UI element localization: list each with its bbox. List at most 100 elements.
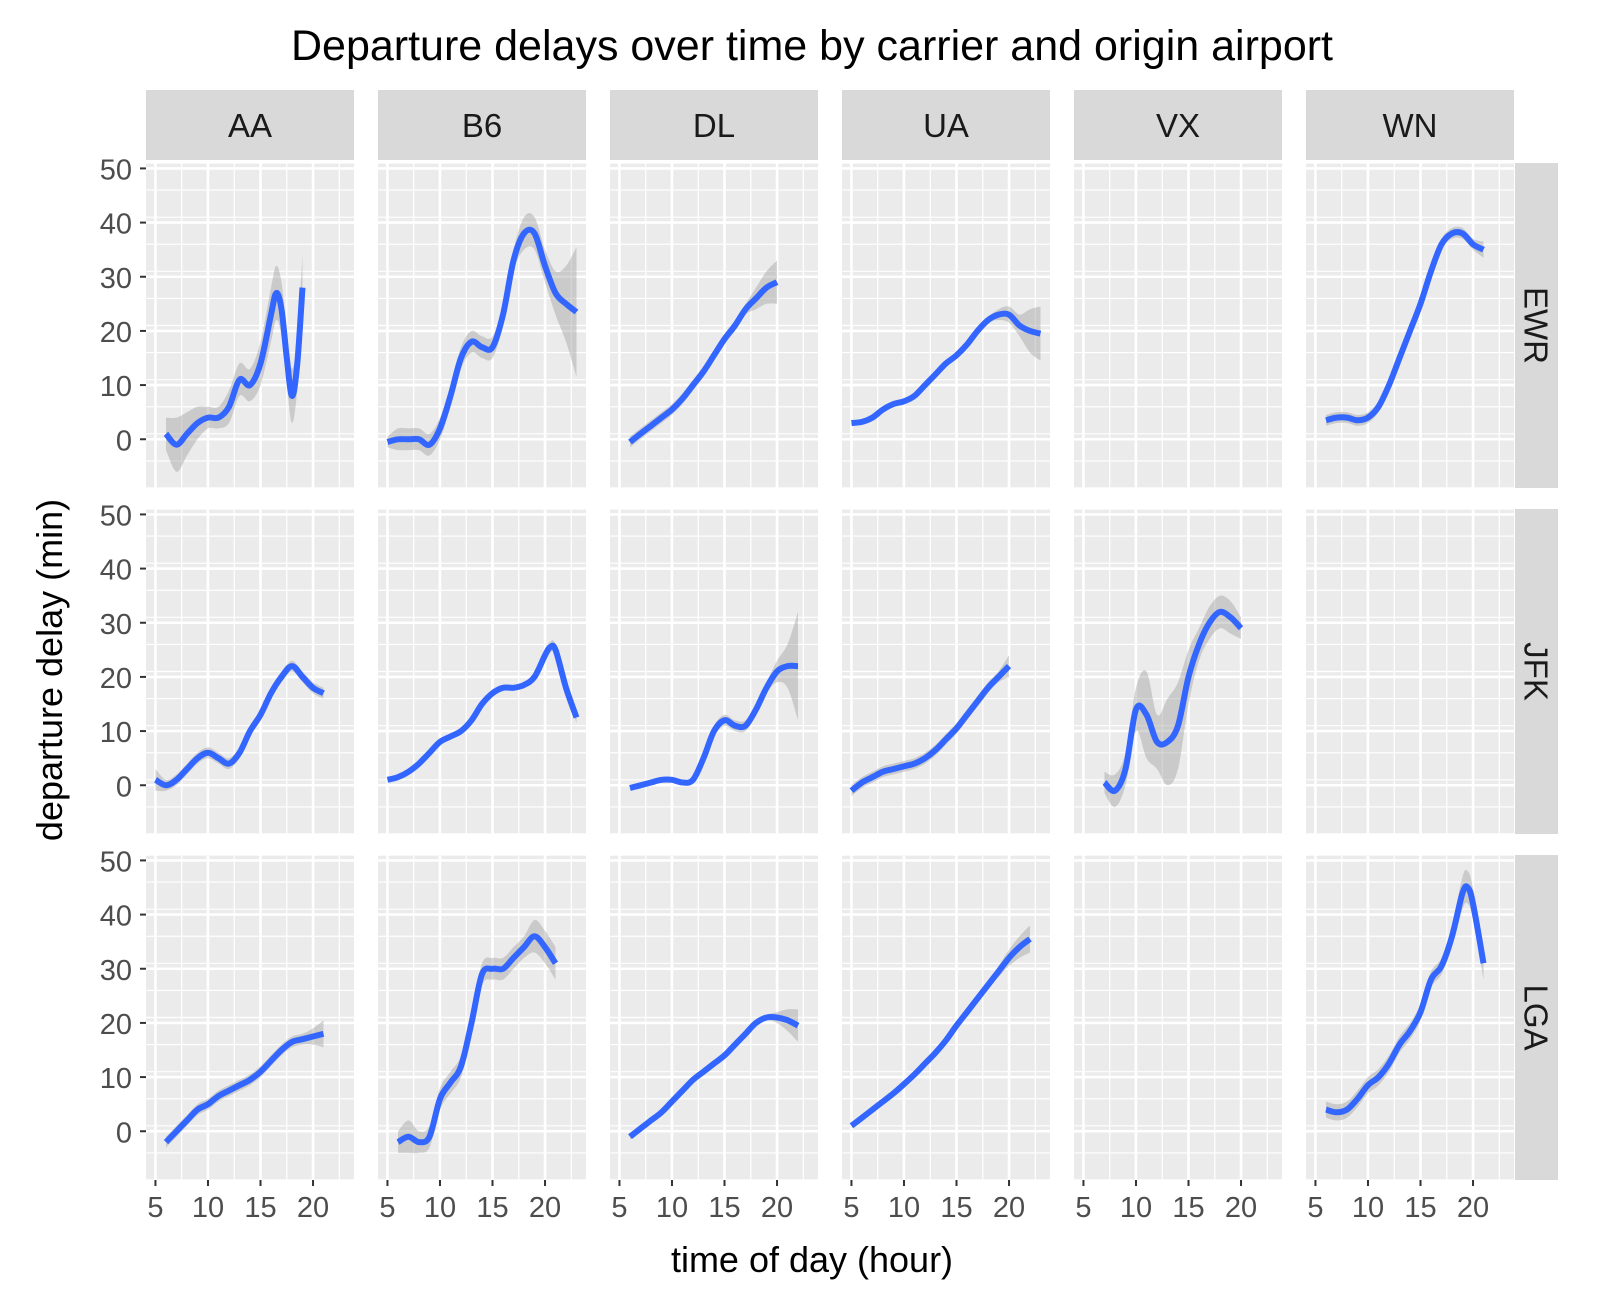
panel-aa-ewr — [146, 162, 354, 489]
x-tick-label: 10 — [656, 1192, 688, 1224]
panel-wn-jfk — [1306, 508, 1514, 835]
panel-b6-lga — [378, 854, 586, 1181]
x-axis-label: time of day (hour) — [671, 1239, 953, 1280]
facet-strip-ewr — [1515, 163, 1558, 488]
x-tick-label: 15 — [244, 1192, 276, 1224]
panel-wn-lga — [1306, 854, 1514, 1181]
y-tick-label: 10 — [100, 371, 132, 403]
panel-vx-jfk — [1074, 508, 1282, 835]
confidence-ribbon-wn-lga — [1326, 869, 1484, 1121]
x-tick-label: 5 — [147, 1192, 163, 1224]
y-tick-label: 10 — [100, 717, 132, 749]
facet-strip-label: WN — [1383, 107, 1438, 144]
y-axis-label: departure delay (min) — [29, 499, 70, 841]
y-tick-label: 10 — [100, 1063, 132, 1095]
series-line-b6-jfk — [386, 642, 580, 783]
panel-dl-jfk — [610, 508, 818, 835]
series-line-b6-ewr — [386, 226, 579, 448]
series-line-dl-ewr — [628, 279, 779, 445]
y-tick-label: 30 — [100, 609, 132, 641]
facet-strip-label: JFK — [1518, 642, 1555, 701]
x-tick-label: 10 — [192, 1192, 224, 1224]
series-line-aa-jfk — [153, 663, 325, 789]
facet-strip-label: VX — [1156, 107, 1200, 144]
panel-vx-ewr — [1074, 162, 1282, 489]
series-line-vx-jfk — [1102, 608, 1244, 794]
y-tick-label: 50 — [100, 154, 132, 186]
y-tick-label: 40 — [100, 901, 132, 933]
series-line-ua-ewr — [851, 310, 1042, 426]
facet-strip-jfk — [1515, 509, 1558, 834]
x-tick-label: 15 — [1404, 1192, 1436, 1224]
y-tick-label: 50 — [100, 846, 132, 878]
confidence-ribbon-dl-lga — [630, 1009, 798, 1140]
facet-strip-dl — [610, 90, 818, 160]
facet-strip-lga — [1515, 855, 1558, 1180]
panel-wn-ewr — [1306, 162, 1514, 489]
facet-strip-label: EWR — [1518, 287, 1555, 364]
x-tick-label: 10 — [1120, 1192, 1152, 1224]
x-tick-label: 20 — [1457, 1192, 1489, 1224]
x-tick-label: 10 — [1352, 1192, 1384, 1224]
x-tick-label: 20 — [761, 1192, 793, 1224]
series-line-ua-lga — [849, 936, 1032, 1129]
series-line-b6-lga — [396, 933, 559, 1146]
facet-strip-label: B6 — [462, 107, 502, 144]
facet-strip-wn — [1306, 90, 1514, 160]
facet-grid: AA B6 DL UA VX WNEWRJFKLGA0102030405001020304… — [100, 90, 1558, 1224]
facet-strip-ua — [842, 90, 1050, 160]
x-tick-label: 5 — [379, 1192, 395, 1224]
x-tick-label: 15 — [476, 1192, 508, 1224]
x-tick-label: 10 — [424, 1192, 456, 1224]
y-tick-label: 40 — [100, 209, 132, 241]
y-tick-label: 40 — [100, 555, 132, 587]
x-tick-label: 5 — [1307, 1192, 1323, 1224]
panel-ua-lga — [842, 854, 1050, 1181]
facet-strip-label: UA — [923, 107, 969, 144]
facet-strip-label: LGA — [1518, 984, 1555, 1050]
x-tick-label: 15 — [1172, 1192, 1204, 1224]
series-line-dl-lga — [628, 1013, 800, 1140]
x-tick-label: 20 — [529, 1192, 561, 1224]
facet-strip-label: AA — [228, 107, 272, 144]
y-tick-label: 20 — [100, 663, 132, 695]
panel-b6-jfk — [378, 508, 586, 835]
x-tick-label: 15 — [708, 1192, 740, 1224]
confidence-ribbon-b6-ewr — [387, 213, 577, 456]
facet-strip-aa — [146, 90, 354, 160]
panel-vx-lga — [1074, 854, 1282, 1181]
x-tick-label: 5 — [843, 1192, 859, 1224]
y-tick-label: 20 — [100, 1009, 132, 1041]
y-tick-label: 30 — [100, 263, 132, 295]
y-tick-label: 0 — [116, 425, 132, 457]
panel-dl-ewr — [610, 162, 818, 489]
confidence-ribbon-vx-jfk — [1104, 595, 1241, 808]
series-line-wn-lga — [1325, 883, 1487, 1116]
x-tick-label: 20 — [993, 1192, 1025, 1224]
y-tick-label: 0 — [116, 1117, 132, 1149]
series-line-wn-ewr — [1325, 229, 1485, 424]
x-tick-label: 15 — [940, 1192, 972, 1224]
series-line-aa-lga — [163, 1030, 325, 1145]
series-line-dl-jfk — [629, 662, 799, 791]
panel-ua-jfk — [842, 508, 1050, 835]
facet-strip-vx — [1074, 90, 1282, 160]
series-line-ua-jfk — [849, 664, 1012, 794]
x-tick-label: 5 — [1075, 1192, 1091, 1224]
facet-strip-b6 — [378, 90, 586, 160]
facet-strip-label: DL — [693, 107, 735, 144]
series-line-aa-ewr — [163, 287, 306, 448]
chart-title: Departure delays over time by carrier an… — [291, 22, 1333, 70]
y-tick-label: 30 — [100, 955, 132, 987]
x-tick-label: 20 — [1225, 1192, 1257, 1224]
x-tick-label: 5 — [611, 1192, 627, 1224]
x-tick-label: 20 — [297, 1192, 329, 1224]
y-tick-label: 0 — [116, 771, 132, 803]
panel-aa-jfk — [146, 508, 354, 835]
confidence-ribbon-ua-lga — [851, 925, 1030, 1129]
x-tick-label: 10 — [888, 1192, 920, 1224]
y-tick-label: 50 — [100, 500, 132, 532]
panel-b6-ewr — [378, 162, 586, 489]
y-tick-label: 20 — [100, 317, 132, 349]
